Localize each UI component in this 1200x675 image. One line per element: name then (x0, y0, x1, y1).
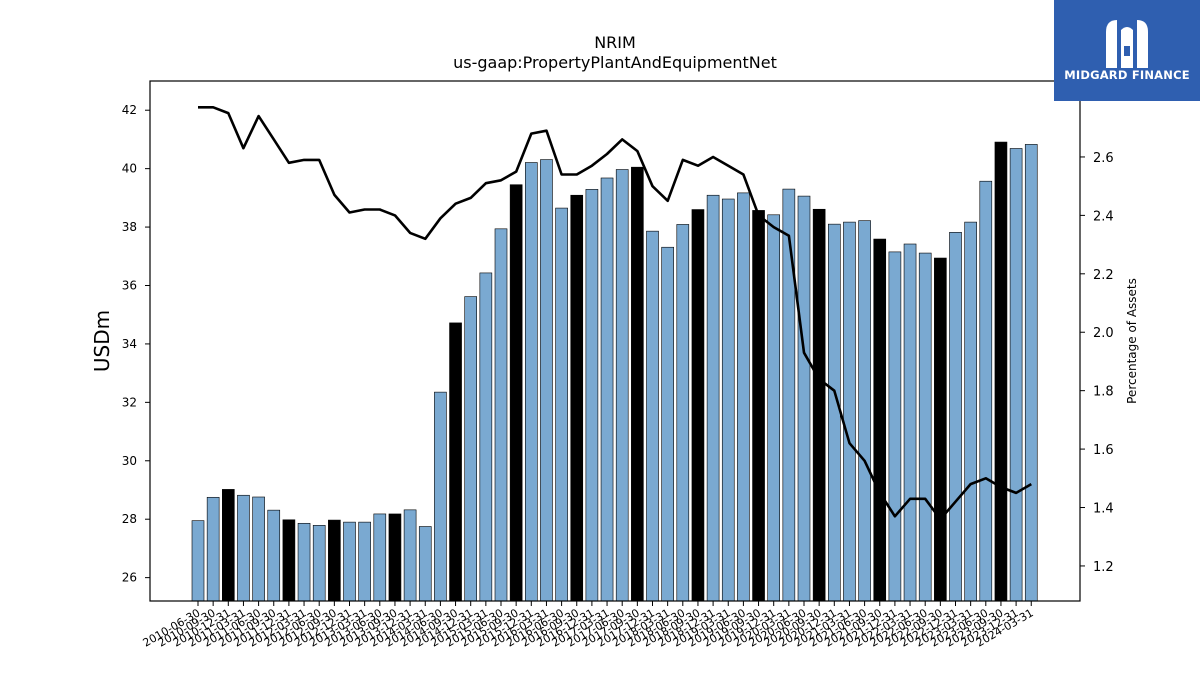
bar-2010-09-30 (206, 496, 220, 602)
bar-2016-09-30 (570, 194, 584, 602)
bar-2019-09-30 (752, 210, 765, 602)
bar-2012-03-31 (297, 522, 311, 602)
bar-2022-06-30 (918, 252, 932, 602)
bar-2022-12-31 (949, 232, 962, 602)
bar-2010-12-31 (222, 489, 235, 602)
y2-tick-label: 1.6 (1093, 443, 1114, 458)
bar-2018-03-31 (661, 246, 674, 602)
line-layer (198, 106, 1032, 521)
bar-2015-09-30 (509, 184, 523, 602)
bar-2012-09-30 (328, 519, 341, 602)
y-axis: 26 28 30 32 34 36 38 40 42 (122, 103, 150, 585)
bar-2012-06-30 (312, 525, 326, 602)
bar-2017-06-30 (615, 169, 629, 602)
y-tick-label: 38 (122, 220, 137, 234)
bar-2017-03-31 (600, 177, 614, 602)
y-tick-label: 30 (122, 454, 137, 468)
y-tick-label: 40 (122, 162, 137, 176)
bar-2010-06-30 (191, 520, 205, 602)
bar-2023-12-31 (1009, 148, 1023, 602)
bar-2021-12-31 (888, 251, 902, 602)
bar-2018-06-30 (676, 224, 690, 602)
bar-2023-03-31 (964, 221, 977, 602)
bar-2018-09-30 (691, 209, 705, 602)
bar-2014-12-31 (464, 296, 478, 602)
y2-tick-label: 1.2 (1093, 560, 1114, 575)
logo-text: MIDGARD FINANCE (1064, 68, 1190, 82)
y2-tick-label: 2.2 (1093, 268, 1114, 283)
chart-title: NRIM (594, 33, 636, 52)
y-tick-label: 28 (122, 512, 137, 526)
bar-2013-03-31 (358, 521, 371, 602)
y2-tick-label: 2.6 (1093, 151, 1114, 166)
y-tick-label: 34 (122, 337, 137, 351)
y2-tick-label: 1.4 (1093, 502, 1114, 517)
bar-2011-09-30 (267, 509, 281, 602)
percentage-line (198, 106, 1032, 521)
bar-2024-03-31 (1024, 144, 1038, 602)
y2-tick-label: 2.4 (1093, 209, 1114, 224)
bar-2014-06-30 (434, 391, 447, 602)
bar-2015-12-31 (524, 162, 538, 602)
bar-2019-03-31 (721, 198, 735, 602)
y-tick-label: 42 (122, 103, 137, 117)
bar-2013-09-30 (388, 513, 402, 602)
x-axis: 2010-06-302010-09-302010-12-312011-03-31… (141, 601, 1036, 650)
y-tick-label: 26 (122, 571, 137, 585)
bar-2014-03-31 (418, 526, 432, 602)
bar-2017-12-31 (646, 230, 659, 602)
bar-2018-12-31 (706, 194, 720, 602)
bar-2011-03-31 (237, 494, 250, 602)
plot-frame (149, 80, 1081, 602)
bar-2014-09-30 (449, 322, 462, 602)
bar-2019-12-31 (767, 214, 781, 602)
bar-2023-09-30 (994, 141, 1008, 602)
bar-2022-03-31 (903, 243, 917, 602)
midgard-m-icon (1106, 20, 1148, 68)
bar-2015-06-30 (494, 228, 508, 602)
y2-tick-label: 2.0 (1093, 326, 1114, 341)
bar-2015-03-31 (479, 272, 493, 602)
bar-2020-06-30 (797, 195, 811, 602)
bar-2023-06-30 (979, 180, 993, 602)
bar-2016-06-30 (555, 207, 568, 602)
bar-2017-09-30 (631, 166, 644, 602)
chart-subtitle: us-gaap:PropertyPlantAndEquipmentNet (453, 53, 777, 72)
y2-axis-label: Percentage of Assets (1125, 278, 1139, 404)
bars-layer (191, 141, 1038, 602)
y-axis-label: USDm (90, 310, 114, 372)
y-tick-label: 36 (122, 278, 137, 292)
bar-2020-12-31 (827, 223, 841, 602)
bar-2019-06-30 (737, 192, 750, 602)
y-tick-label: 32 (122, 395, 137, 409)
bar-2021-03-31 (843, 221, 856, 602)
bar-2012-12-31 (343, 521, 356, 602)
bar-2016-03-31 (540, 159, 553, 602)
bar-2013-06-30 (373, 513, 387, 602)
bar-2016-12-31 (585, 189, 599, 602)
bar-2020-03-31 (782, 188, 796, 602)
bar-2021-09-30 (873, 238, 887, 602)
bar-2013-12-31 (403, 509, 417, 602)
bar-2022-09-30 (934, 257, 947, 602)
midgard-finance-logo: MIDGARD FINANCE (1054, 0, 1200, 101)
bar-2021-06-30 (858, 220, 871, 602)
y2-tick-label: 1.8 (1093, 385, 1114, 400)
bar-2011-06-30 (252, 496, 265, 602)
y2-axis: 1.2 1.4 1.6 1.8 2.0 2.2 2.4 2.6 (1080, 151, 1114, 575)
bar-2011-12-31 (282, 519, 296, 602)
bar-2020-09-30 (812, 208, 826, 602)
